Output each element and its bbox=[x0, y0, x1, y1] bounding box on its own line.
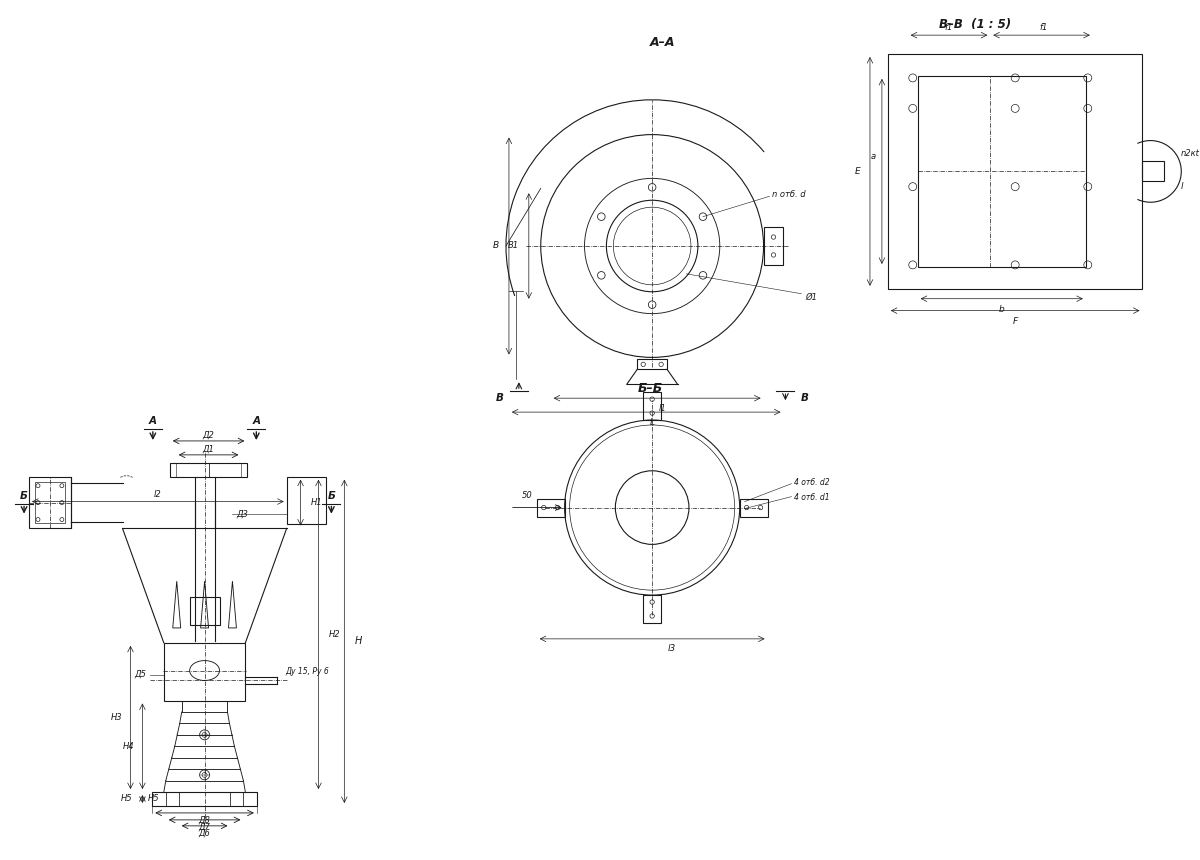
Text: E: E bbox=[854, 167, 860, 176]
Text: b: b bbox=[998, 305, 1004, 314]
Text: В: В bbox=[493, 242, 499, 250]
Text: Ø1: Ø1 bbox=[805, 293, 817, 302]
Bar bbox=[918, 76, 1086, 267]
Text: Ду 15, Ру 6: Ду 15, Ру 6 bbox=[286, 666, 329, 676]
Text: Б: Б bbox=[20, 491, 28, 501]
Bar bbox=[643, 392, 661, 420]
Text: А–А: А–А bbox=[649, 35, 674, 49]
Text: 4 отб. d2: 4 отб. d2 bbox=[794, 478, 830, 488]
Bar bbox=[1142, 162, 1164, 181]
Text: Д7: Д7 bbox=[199, 822, 210, 832]
Bar bbox=[35, 482, 65, 523]
Text: 50: 50 bbox=[522, 491, 533, 501]
Bar bbox=[536, 499, 565, 517]
Bar bbox=[739, 499, 768, 517]
Text: H4: H4 bbox=[122, 742, 134, 751]
Text: H5: H5 bbox=[121, 795, 132, 803]
Bar bbox=[643, 595, 661, 623]
Text: В: В bbox=[800, 393, 809, 403]
Text: H5: H5 bbox=[148, 795, 160, 803]
Text: А: А bbox=[252, 416, 260, 426]
Text: l: l bbox=[1181, 181, 1183, 191]
Text: F: F bbox=[1013, 317, 1018, 326]
Text: l2: l2 bbox=[154, 490, 162, 499]
Text: f1: f1 bbox=[1040, 22, 1049, 32]
Bar bbox=[888, 54, 1142, 289]
Text: Д3: Д3 bbox=[236, 509, 248, 519]
Bar bbox=[287, 476, 326, 525]
Text: H2: H2 bbox=[329, 630, 340, 639]
Bar bbox=[637, 359, 667, 369]
Text: Д6: Д6 bbox=[199, 828, 210, 838]
Bar bbox=[164, 642, 245, 701]
Text: Д8: Д8 bbox=[199, 815, 210, 825]
Text: l3: l3 bbox=[668, 644, 676, 654]
Bar bbox=[29, 476, 71, 528]
Text: В–В  (1 : 5): В–В (1 : 5) bbox=[940, 18, 1012, 31]
Text: Д5: Д5 bbox=[134, 670, 146, 679]
Text: L: L bbox=[649, 418, 655, 427]
Text: l1: l1 bbox=[659, 403, 666, 413]
Text: a: a bbox=[871, 152, 876, 161]
Text: n отб. d: n отб. d bbox=[772, 190, 805, 199]
Text: А: А bbox=[149, 416, 157, 426]
Bar bbox=[190, 597, 220, 625]
Bar bbox=[152, 792, 257, 806]
Text: n2кt: n2кt bbox=[1181, 149, 1199, 158]
Text: Д1: Д1 bbox=[203, 445, 215, 453]
Text: Б: Б bbox=[328, 491, 335, 501]
Text: B1: B1 bbox=[508, 242, 518, 250]
Text: Д2: Д2 bbox=[203, 431, 215, 439]
Text: H1: H1 bbox=[311, 498, 322, 507]
Text: 4 отб. d1: 4 отб. d1 bbox=[794, 493, 830, 502]
Text: В: В bbox=[496, 393, 504, 403]
Text: H3: H3 bbox=[110, 713, 122, 722]
Bar bbox=[763, 227, 784, 265]
Text: Б–Б: Б–Б bbox=[637, 382, 662, 395]
Text: f1: f1 bbox=[944, 22, 953, 32]
Text: H: H bbox=[354, 636, 361, 647]
Bar bbox=[169, 463, 247, 476]
